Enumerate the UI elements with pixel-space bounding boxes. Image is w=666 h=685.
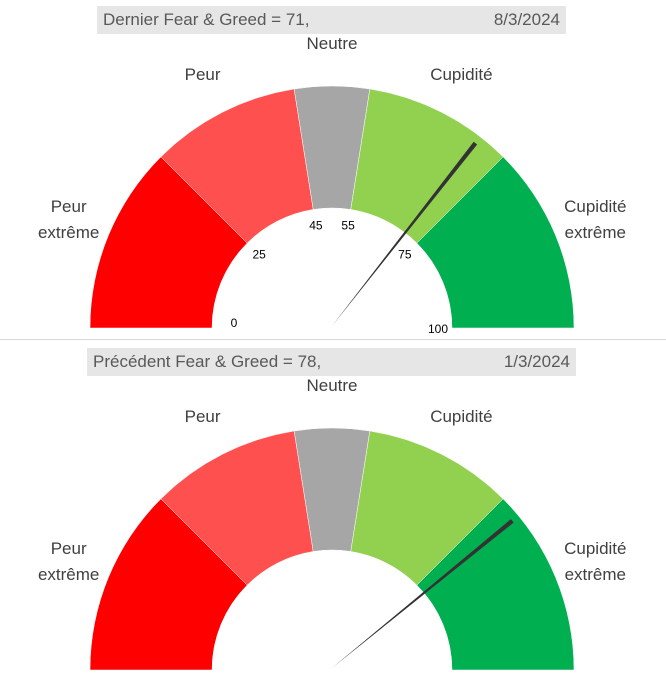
gauge-zone-4: [416, 156, 575, 329]
gauge-panel-previous: Précédent Fear & Greed = 78, 1/3/2024 Pe…: [0, 342, 666, 684]
gauge-tick-label: 55: [341, 218, 355, 232]
gauge-zone-label: Neutre: [306, 376, 357, 395]
gauge-zone-label: Peur extrême: [38, 197, 99, 242]
gauge-zone-label: Cupidité extrême: [564, 197, 626, 242]
gauge-zone-label: Peur extrême: [38, 539, 99, 584]
gauge-title: Précédent Fear & Greed = 78,: [93, 352, 322, 371]
gauge-chart: Peur extrême Peur Neutre Cupidité Cupidité ext…: [38, 34, 627, 336]
gauge-date: 1/3/2024: [503, 352, 570, 371]
gauge-chart: Peur extrême Peur Neutre Cupidité Cupidité ext…: [38, 376, 626, 671]
gauge-needle: [332, 519, 514, 668]
gauge-zone-label: Cupidité: [430, 407, 492, 426]
gauge-tick-label: 75: [398, 247, 412, 261]
gauge-title-bar: Précédent Fear & Greed = 78, 1/3/2024: [87, 348, 576, 376]
gauge-zone-label: Cupidité: [430, 65, 492, 84]
gauge-panel-latest: Dernier Fear & Greed = 71, 8/3/2024 Peur…: [0, 0, 666, 342]
gauge-needle: [332, 141, 478, 326]
gauge-tick-label: 45: [309, 218, 323, 232]
gauge-zone-label: Neutre: [306, 34, 357, 53]
gauge-title-bar: Dernier Fear & Greed = 71, 8/3/2024: [97, 6, 566, 34]
gauge-title: Dernier Fear & Greed = 71,: [103, 10, 310, 29]
gauge-zone-label: Cupidité extrême: [564, 539, 626, 584]
gauge-tick-label: 25: [252, 247, 266, 261]
gauge-zone-4: [416, 498, 575, 671]
gauge-zone-label: Peur: [185, 65, 221, 84]
gauge-tick-label: 0: [231, 316, 238, 330]
gauge-tick-label: 100: [428, 322, 448, 336]
panel-divider: [0, 339, 666, 340]
gauge-zone-label: Peur: [185, 407, 221, 426]
gauge-date: 8/3/2024: [493, 10, 560, 29]
